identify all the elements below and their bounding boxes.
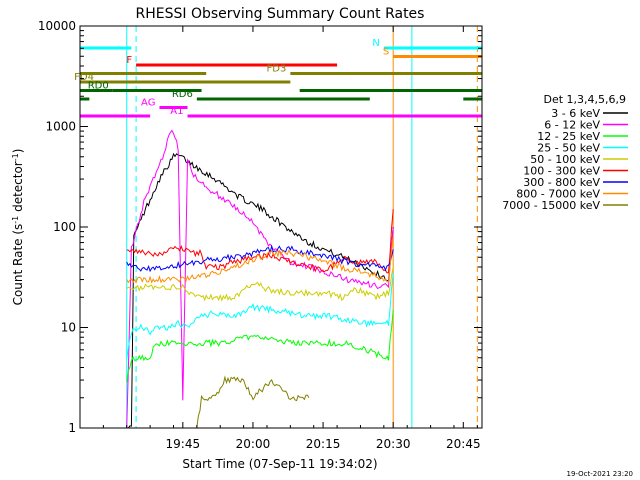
interval-label-a1: A1 [170,106,183,117]
interval-label-fd4: FD4 [74,72,94,83]
series-line-800-7000-kev [126,236,394,284]
x-tick-label: 20:30 [376,437,411,451]
y-tick-label: 100 [53,220,76,234]
x-tick-label: 20:15 [306,437,341,451]
plot-frame [79,25,483,429]
series-line-300-800-kev [126,244,394,273]
series-line-50-100-kev [126,266,394,302]
interval-label-rd0: RD0 [88,81,109,92]
interval-label-fd3: FD3 [267,64,287,75]
footer-date: 19-Oct-2021 23:20 [567,470,633,478]
series-line-12-25-kev [126,309,394,383]
x-tick-label: 20:45 [446,437,481,451]
legend-label: 6 - 12 keV [544,119,600,132]
x-axis: 19:45 20:00 20:15 20:30 20:45 [79,26,481,451]
series-line-3-6-kev [126,152,394,429]
x-axis-label: Start Time (07-Sep-11 19:34:02) [182,457,377,471]
legend-title: Det 1,3,4,5,6,9 [543,93,626,106]
interval-label-ag: AG [141,98,155,109]
x-tick-label: 19:45 [166,437,201,451]
series-line-100-300-kev [126,209,394,274]
interval-label-n: N [372,38,379,49]
x-tick-label: 20:00 [236,437,271,451]
y-tick-label: 1 [68,421,76,435]
series-line-6-12-kev [126,129,394,429]
interval-label-f: F [126,55,132,66]
legend-label: 300 - 800 keV [523,176,600,189]
chart-title: RHESSI Observing Summary Count Rates [136,6,425,22]
legend-label: 50 - 100 keV [530,153,600,166]
legend-label: 800 - 7000 keV [516,188,600,201]
interval-label-s: S [383,47,389,58]
y-axis-label: Count Rate (s-1 detector-1) [11,149,26,306]
legend-label: 25 - 50 keV [537,142,600,155]
legend-label: 3 - 6 keV [551,107,600,120]
series-line-25-50-kev [126,272,394,360]
y-tick-label: 10 [61,321,76,335]
y-tick-label: 10000 [38,19,76,33]
legend-label: 12 - 25 keV [537,130,600,143]
legend-label: 100 - 300 keV [523,165,600,178]
legend-label: 7000 - 15000 keV [502,199,600,212]
y-tick-label: 1000 [45,120,76,134]
y-axis: 1 10 100 1000 10000 [38,19,482,435]
interval-label-rd6: RD6 [172,89,193,100]
series-line-7000-15000-kev [196,375,310,428]
